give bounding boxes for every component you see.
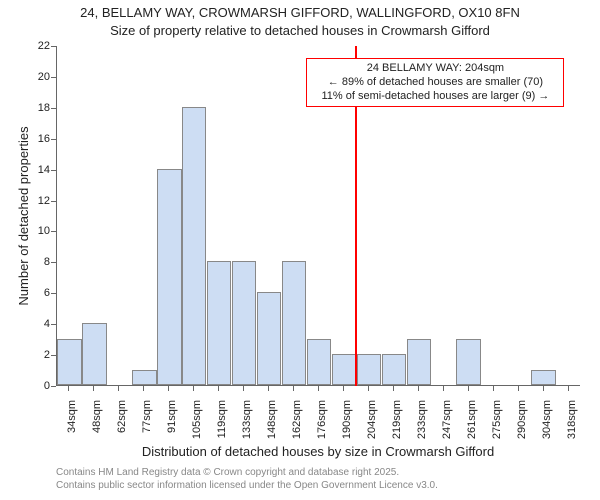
x-tick-label: 247sqm	[441, 400, 453, 439]
x-tick-mark	[118, 386, 119, 391]
x-tick-label: 304sqm	[541, 400, 553, 439]
annotation-line-2: ← 89% of detached houses are smaller (70…	[313, 76, 557, 90]
histogram-bar	[332, 354, 356, 385]
x-tick-label: 176sqm	[316, 400, 328, 439]
x-tick-mark	[318, 386, 319, 391]
x-tick-mark	[168, 386, 169, 391]
x-tick-label: 62sqm	[116, 400, 128, 433]
y-tick-label: 10	[22, 225, 50, 237]
x-tick-mark	[568, 386, 569, 391]
x-tick-mark	[193, 386, 194, 391]
x-tick-mark	[143, 386, 144, 391]
x-tick-label: 233sqm	[416, 400, 428, 439]
histogram-bar	[157, 169, 181, 385]
y-tick-mark	[51, 108, 56, 109]
x-tick-label: 275sqm	[491, 400, 503, 439]
x-tick-label: 261sqm	[466, 400, 478, 439]
y-tick-mark	[51, 324, 56, 325]
x-tick-mark	[218, 386, 219, 391]
y-tick-label: 6	[22, 287, 50, 299]
y-tick-mark	[51, 170, 56, 171]
y-tick-mark	[51, 231, 56, 232]
x-tick-label: 290sqm	[516, 400, 528, 439]
chart-title-block: 24, BELLAMY WAY, CROWMARSH GIFFORD, WALL…	[0, 4, 600, 39]
x-tick-mark	[468, 386, 469, 391]
histogram-bar	[132, 370, 156, 385]
y-tick-mark	[51, 77, 56, 78]
y-tick-mark	[51, 139, 56, 140]
x-tick-label: 219sqm	[391, 400, 403, 439]
x-axis-label: Distribution of detached houses by size …	[56, 444, 580, 459]
x-tick-mark	[518, 386, 519, 391]
y-tick-label: 20	[22, 71, 50, 83]
x-tick-label: 105sqm	[191, 400, 203, 439]
x-tick-mark	[268, 386, 269, 391]
histogram-bar	[382, 354, 406, 385]
histogram-bar	[456, 339, 480, 385]
x-tick-mark	[93, 386, 94, 391]
y-tick-label: 2	[22, 349, 50, 361]
histogram-bar	[57, 339, 81, 385]
annotation-line-1: 24 BELLAMY WAY: 204sqm	[313, 62, 557, 76]
histogram-bar	[282, 261, 306, 385]
x-tick-label: 34sqm	[66, 400, 78, 433]
y-tick-label: 4	[22, 318, 50, 330]
histogram-bar	[82, 323, 106, 385]
y-tick-mark	[51, 386, 56, 387]
y-tick-label: 0	[22, 380, 50, 392]
x-tick-label: 77sqm	[141, 400, 153, 433]
x-tick-label: 190sqm	[341, 400, 353, 439]
title-line-1: 24, BELLAMY WAY, CROWMARSH GIFFORD, WALL…	[0, 4, 600, 22]
y-tick-mark	[51, 293, 56, 294]
x-tick-mark	[443, 386, 444, 391]
x-tick-mark	[543, 386, 544, 391]
annotation-line-3: 11% of semi-detached houses are larger (…	[313, 90, 557, 104]
histogram-bar	[232, 261, 256, 385]
y-tick-label: 16	[22, 133, 50, 145]
x-tick-mark	[68, 386, 69, 391]
footer-attribution: Contains HM Land Registry data © Crown c…	[56, 466, 438, 492]
histogram-bar	[307, 339, 331, 385]
x-tick-mark	[368, 386, 369, 391]
x-tick-label: 119sqm	[216, 400, 228, 438]
histogram-bar	[357, 354, 381, 385]
y-tick-label: 8	[22, 256, 50, 268]
x-tick-mark	[343, 386, 344, 391]
y-tick-mark	[51, 46, 56, 47]
y-tick-label: 18	[22, 102, 50, 114]
histogram-bar	[182, 107, 206, 385]
footer-line-1: Contains HM Land Registry data © Crown c…	[56, 466, 438, 479]
y-tick-mark	[51, 355, 56, 356]
title-line-2: Size of property relative to detached ho…	[0, 22, 600, 40]
x-tick-mark	[293, 386, 294, 391]
histogram-bar	[407, 339, 431, 385]
y-tick-label: 14	[22, 164, 50, 176]
y-axis-label: Number of detached properties	[16, 46, 31, 386]
y-tick-label: 22	[22, 40, 50, 52]
x-tick-mark	[493, 386, 494, 391]
x-tick-label: 48sqm	[91, 400, 103, 433]
x-tick-label: 318sqm	[566, 400, 578, 439]
x-tick-mark	[393, 386, 394, 391]
footer-line-2: Contains public sector information licen…	[56, 479, 438, 492]
histogram-bar	[257, 292, 281, 385]
x-tick-mark	[243, 386, 244, 391]
y-tick-label: 12	[22, 195, 50, 207]
y-tick-mark	[51, 262, 56, 263]
x-tick-label: 162sqm	[291, 400, 303, 439]
x-tick-label: 204sqm	[366, 400, 378, 439]
x-tick-label: 91sqm	[166, 400, 178, 433]
x-tick-label: 148sqm	[266, 400, 278, 439]
y-tick-mark	[51, 201, 56, 202]
x-tick-label: 133sqm	[241, 400, 253, 439]
histogram-bar	[207, 261, 231, 385]
annotation-box: 24 BELLAMY WAY: 204sqm← 89% of detached …	[306, 58, 564, 107]
x-tick-mark	[418, 386, 419, 391]
histogram-bar	[531, 370, 555, 385]
